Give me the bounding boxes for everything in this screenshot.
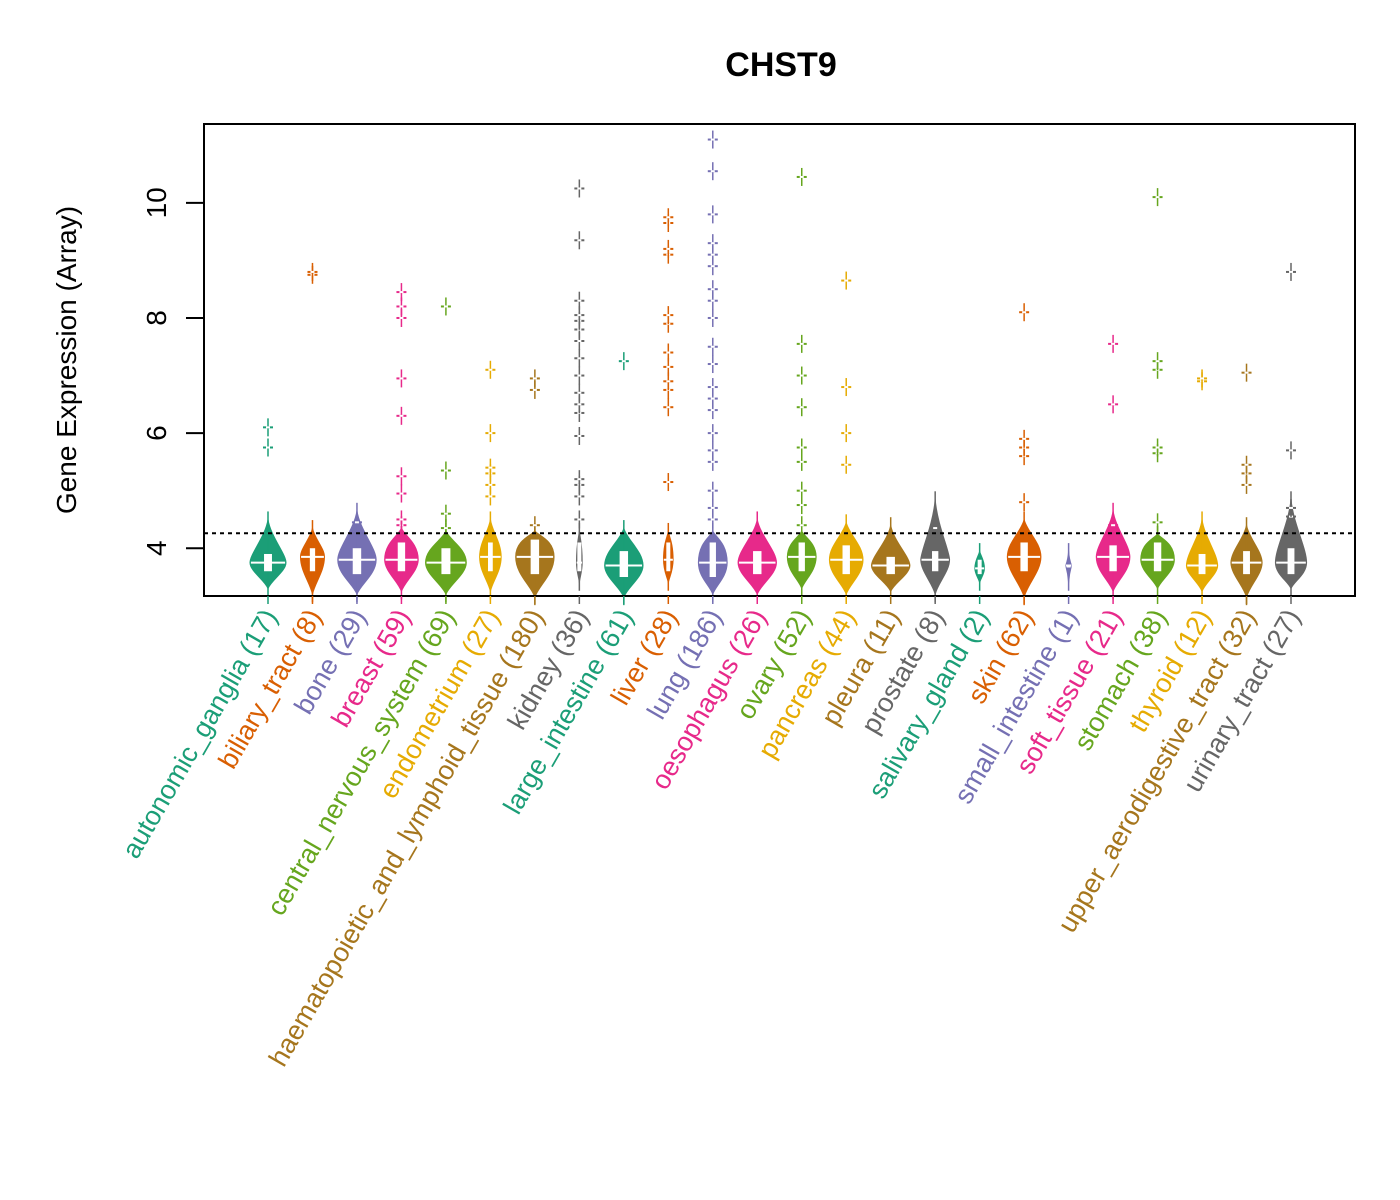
violin-soft-tissue xyxy=(1095,334,1131,600)
violin-box xyxy=(1109,545,1117,572)
violin-breast xyxy=(384,283,419,600)
violin-endometrium xyxy=(479,360,502,600)
violin-box xyxy=(619,551,629,578)
violin-autonomic-ganglia xyxy=(249,418,287,597)
violins-layer xyxy=(249,130,1308,606)
violin-ovary xyxy=(786,167,817,597)
violin-box xyxy=(1287,548,1295,575)
y-tick-label: 10 xyxy=(141,187,172,218)
violin-kidney xyxy=(574,179,585,591)
violin-liver xyxy=(663,208,674,591)
violin-box xyxy=(1198,553,1206,575)
violin-upper-aerodigestive-tract xyxy=(1230,363,1263,606)
violin-skin xyxy=(1006,303,1042,606)
x-axis: autonomic_ganglia (17)biliary_tract (8)b… xyxy=(116,596,1306,1071)
violin-small-intestine xyxy=(1065,543,1073,591)
violin-box xyxy=(577,542,582,572)
violin-box xyxy=(397,542,406,572)
violin-box xyxy=(441,548,451,575)
violin-central-nervous-system xyxy=(425,297,467,603)
violin-thyroid xyxy=(1185,369,1219,600)
violin-box xyxy=(709,542,716,578)
violin-biliary-tract xyxy=(299,262,325,603)
y-axis: 4 6 8 10 xyxy=(141,187,204,556)
violin-prostate xyxy=(920,491,951,603)
violin-box xyxy=(309,548,316,572)
y-axis-label: Gene Expression (Array) xyxy=(51,206,82,514)
violin-lung xyxy=(697,130,728,603)
chart-title: CHST9 xyxy=(725,46,836,84)
y-tick-label: 8 xyxy=(141,310,172,326)
violin-box xyxy=(1153,542,1162,572)
y-tick-label: 6 xyxy=(141,425,172,441)
violin-salivary-gland xyxy=(974,543,985,591)
violin-box xyxy=(977,559,982,575)
violin-bone xyxy=(337,502,377,603)
violin-pleura xyxy=(870,517,911,600)
plot-frame xyxy=(203,123,1356,597)
violin-box xyxy=(666,542,671,572)
violin-box xyxy=(932,551,939,572)
violin-urinary-tract xyxy=(1274,262,1308,597)
violin-box xyxy=(352,548,362,575)
violin-large-intestine xyxy=(604,352,644,606)
violin-haematopoietic-and-lymphoid-tissue xyxy=(515,369,555,606)
violin-pancreas xyxy=(828,271,864,603)
violin-oesophagus xyxy=(737,511,777,603)
y-tick-label: 4 xyxy=(141,540,172,556)
violin-stomach xyxy=(1140,188,1175,597)
